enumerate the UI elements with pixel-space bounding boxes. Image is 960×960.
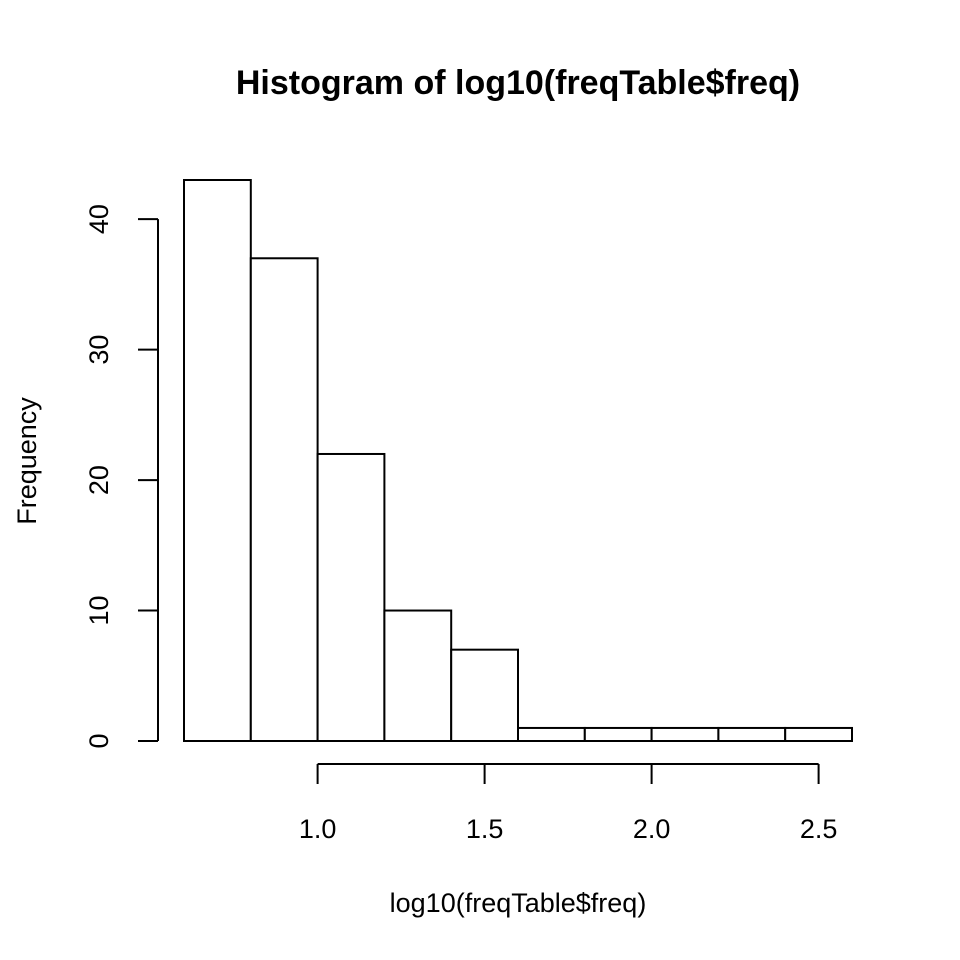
chart-title: Histogram of log10(freqTable$freq) bbox=[236, 64, 800, 102]
y-axis: 0 10 20 30 40 bbox=[84, 204, 159, 749]
histogram-bar-6 bbox=[517, 726, 586, 743]
x-tick-label-2: 1.5 bbox=[466, 814, 504, 844]
bars-group bbox=[183, 179, 854, 743]
histogram-bar-3 bbox=[316, 452, 386, 742]
x-axis: 1.0 1.5 2.0 2.5 bbox=[299, 763, 838, 844]
x-axis-label: log10(freqTable$freq) bbox=[390, 888, 647, 918]
histogram-bar-10 bbox=[784, 726, 854, 743]
histogram-bar-9 bbox=[717, 726, 787, 743]
y-tick-label-5: 40 bbox=[84, 204, 114, 234]
histogram-bar-8 bbox=[650, 726, 720, 743]
y-tick-label-3: 20 bbox=[84, 465, 114, 495]
histogram-bar-1 bbox=[183, 179, 252, 742]
histogram-bar-2 bbox=[249, 257, 319, 742]
y-tick-label-1: 0 bbox=[84, 733, 114, 748]
histogram-bar-5 bbox=[450, 648, 520, 743]
y-tick-label-2: 10 bbox=[84, 596, 114, 626]
histogram-bar-7 bbox=[583, 726, 653, 743]
histogram-bar-4 bbox=[383, 609, 453, 743]
x-tick-label-4: 2.5 bbox=[800, 814, 838, 844]
x-tick-label-1: 1.0 bbox=[299, 814, 337, 844]
y-axis-label: Frequency bbox=[12, 397, 42, 525]
y-tick-label-4: 30 bbox=[84, 335, 114, 365]
x-tick-label-3: 2.0 bbox=[633, 814, 671, 844]
